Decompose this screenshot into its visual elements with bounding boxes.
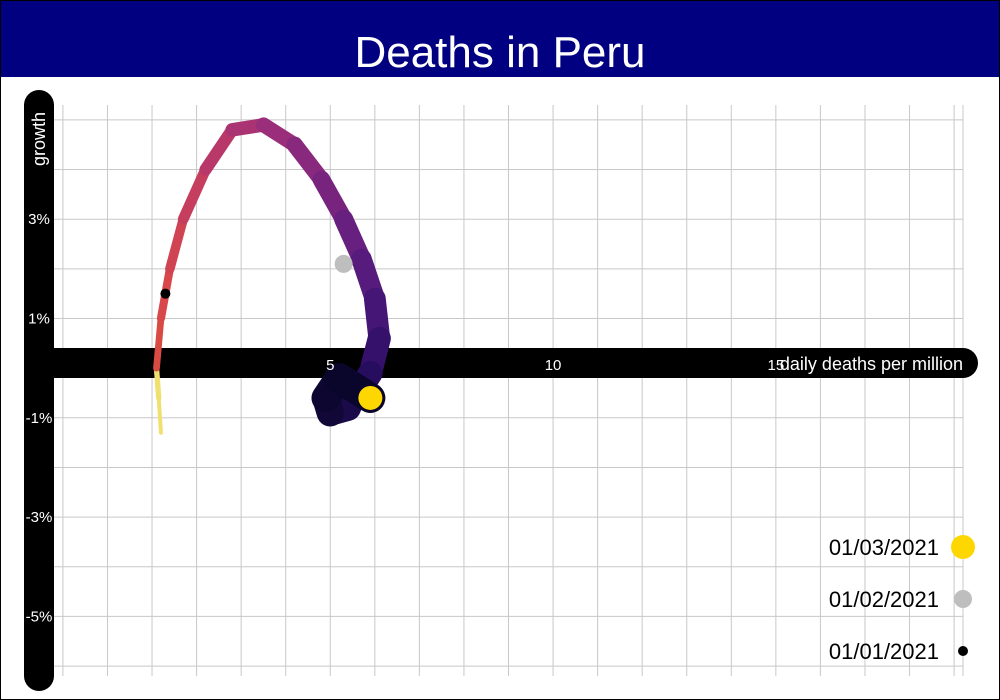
trajectory-segment [165,214,188,274]
legend-label: 01/01/2021 [829,639,939,664]
y-tick-label: -1% [26,410,53,427]
x-axis-label: daily deaths per million [780,354,963,374]
legend-marker [958,646,968,656]
tick-labels: 5 10 15 3% 1% -1% -3% -5% [26,211,785,625]
date-marker [358,385,383,410]
trajectory-segment [153,315,165,372]
y-tick-label: -3% [26,509,53,526]
legend-marker [954,590,972,608]
trajectory-segment [156,395,163,435]
y-axis-label: growth [29,112,49,166]
trajectory [153,117,391,435]
x-tick-label: 10 [545,357,562,374]
legend: 01/03/2021 01/02/2021 01/01/2021 [829,535,975,664]
x-tick-label: 5 [326,357,334,374]
trajectory-segment [177,164,211,225]
date-markers [160,254,383,410]
date-marker [334,254,353,273]
page-title: Deaths in Peru [354,28,646,77]
title-bar [1,1,999,77]
x-tick-label: 15 [768,357,785,374]
trajectory-segment [199,123,239,176]
legend-label: 01/02/2021 [829,587,939,612]
y-tick-label: 1% [28,311,50,328]
y-tick-label: 3% [28,211,50,228]
legend-marker [951,535,975,559]
axes [24,90,978,691]
date-marker [160,288,171,299]
trajectory-segment [153,365,162,401]
y-tick-label: -5% [26,608,53,625]
legend-label: 01/03/2021 [829,535,939,560]
